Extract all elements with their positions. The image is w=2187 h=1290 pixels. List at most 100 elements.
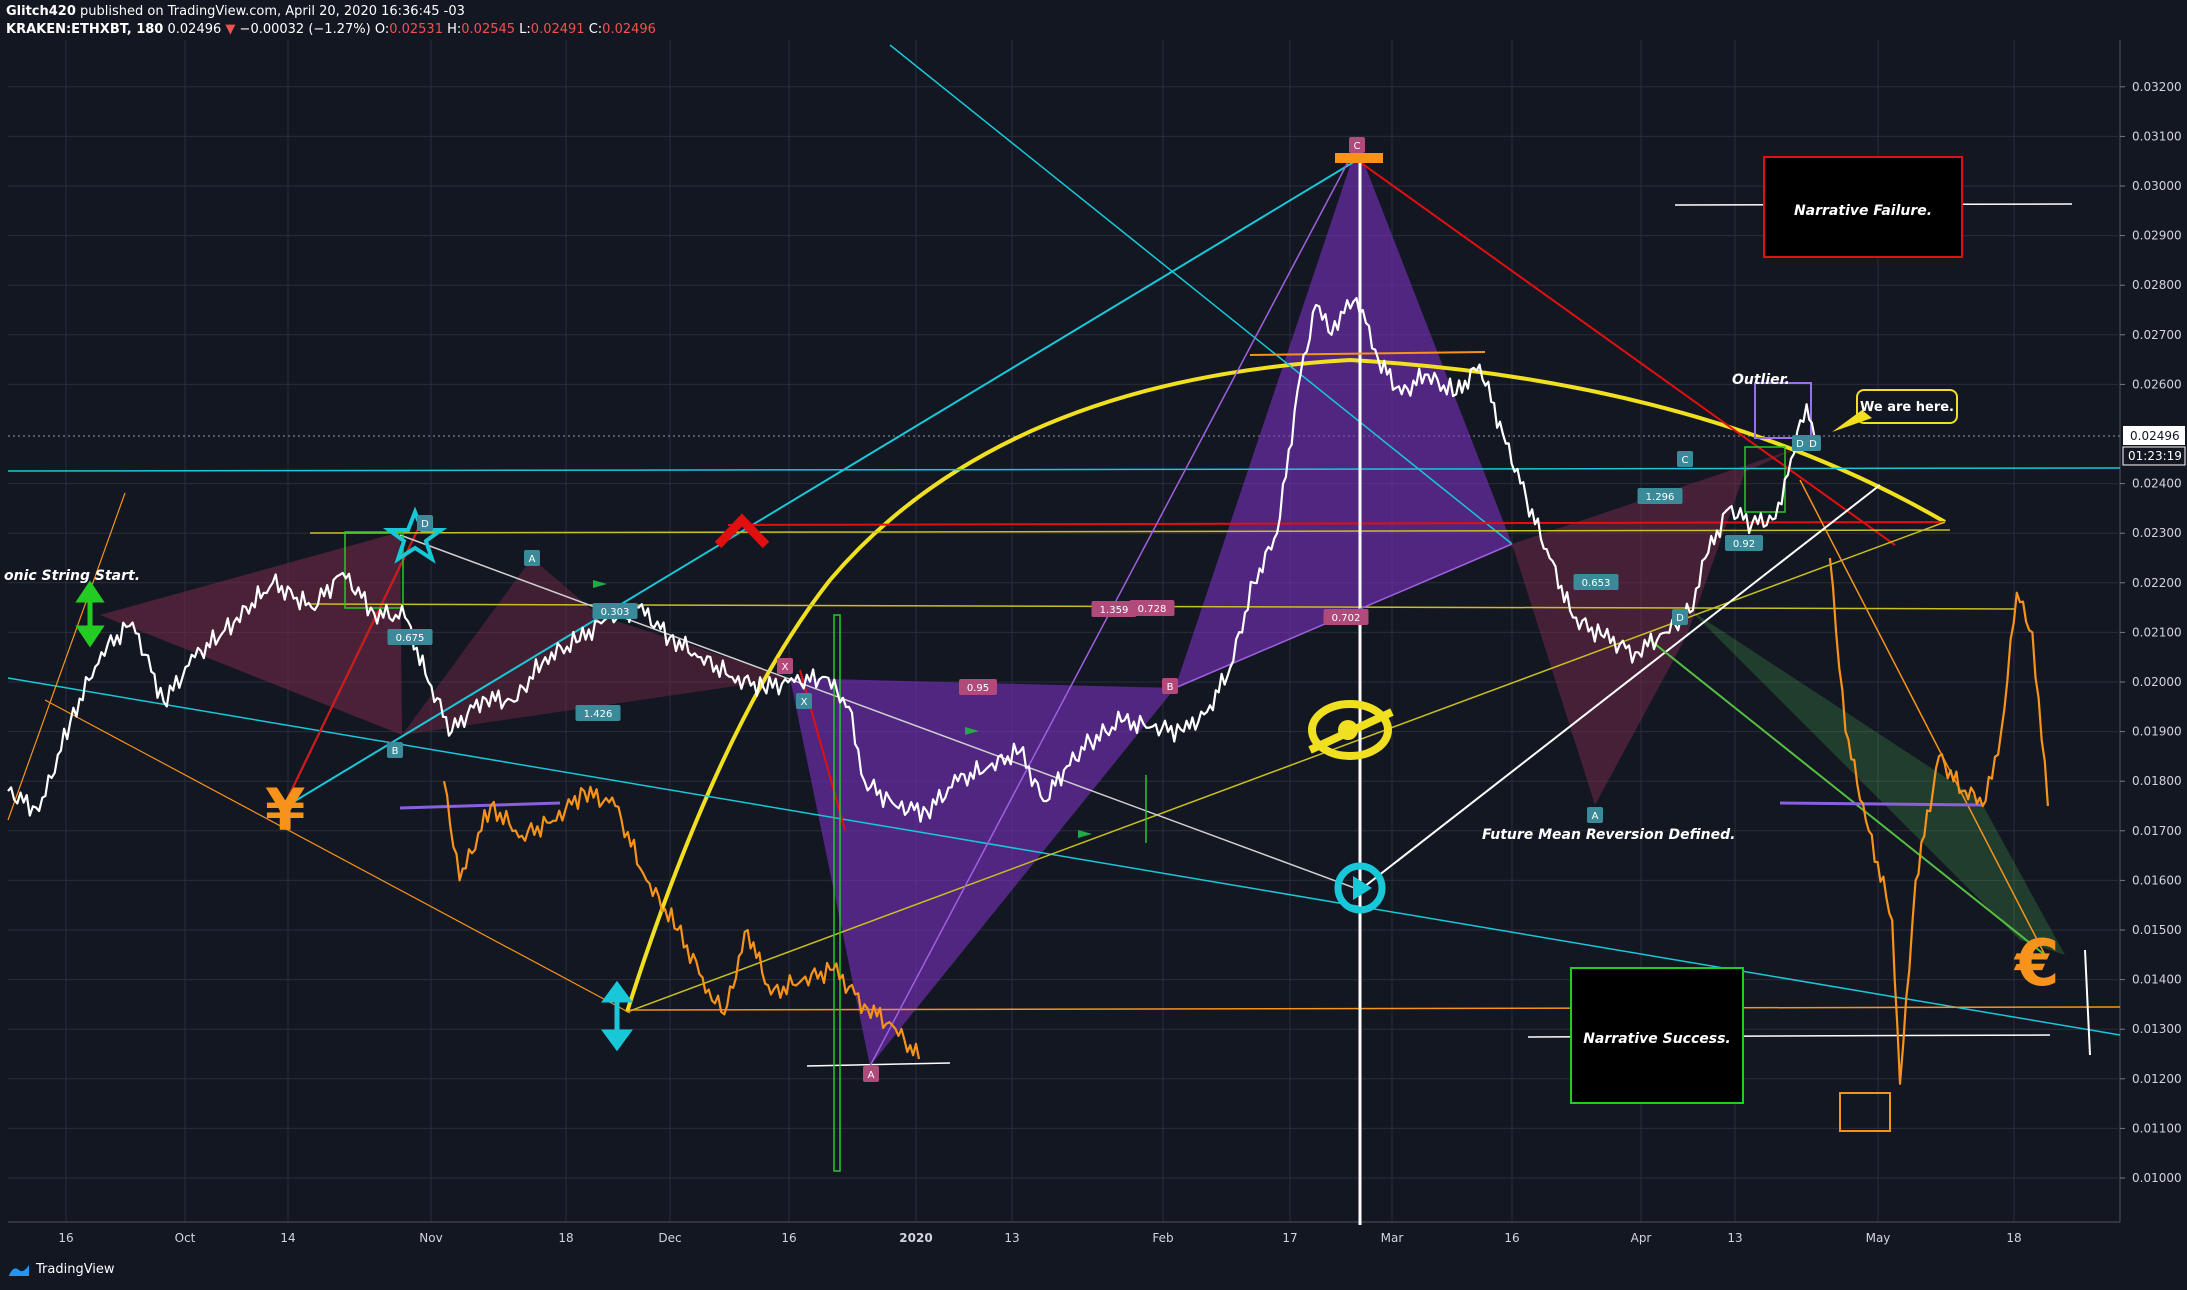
cyan-line	[889, 44, 1513, 545]
narrative-success-box	[1570, 967, 1744, 1104]
time-tick-label: Mar	[1381, 1231, 1404, 1245]
pattern-point-badge	[387, 742, 403, 758]
harmonic-string-start-label: onic String Start.	[4, 568, 140, 584]
ohlc-o-value: 0.02531	[389, 22, 443, 37]
price-tick-label: 0.01600	[2132, 873, 2182, 887]
red-line	[1356, 159, 1896, 546]
pattern-point-label: X	[782, 662, 789, 673]
pattern-point-badge	[1672, 609, 1688, 625]
pattern-point-badge	[524, 550, 540, 566]
countdown-badge	[2122, 446, 2186, 466]
countdown-badge-label: 01:23:19	[2128, 449, 2182, 463]
pattern-point-badge	[1805, 435, 1821, 451]
green-box	[344, 531, 404, 609]
pattern-point-label: C	[1354, 141, 1361, 152]
green-flag-icon	[965, 727, 979, 735]
price-tick-label: 0.01500	[2132, 923, 2182, 937]
pattern-point-badge	[1587, 807, 1603, 823]
last-price-badge-label: 0.02496	[2130, 429, 2180, 443]
pattern-point-badge	[1162, 678, 1178, 694]
harmonic-pattern-fill	[100, 532, 402, 735]
yellow-line	[626, 521, 1946, 1013]
peak-bar	[1335, 153, 1383, 163]
orange-line	[1799, 479, 2046, 956]
symbol-header: KRAKEN:ETHXBT, 180 0.02496 ▼ −0.00032 (−…	[6, 22, 656, 37]
price-tick-label: 0.02200	[2132, 576, 2182, 590]
price-tick-label: 0.01900	[2132, 725, 2182, 739]
we-are-here-callout	[1856, 389, 1958, 424]
orange-line	[7, 492, 126, 821]
ohlc-h-value: 0.02545	[461, 22, 516, 37]
price-change: −0.00032 (−1.27%)	[239, 22, 371, 37]
ratio-label: 0.92	[1733, 539, 1755, 550]
price-tick-label: 0.03000	[2132, 179, 2182, 193]
pattern-point-label: B	[1167, 682, 1174, 693]
price-tick-label: 0.02700	[2132, 328, 2182, 342]
symbol-label[interactable]: KRAKEN:ETHXBT, 180	[6, 22, 164, 37]
ratio-badge	[387, 629, 433, 645]
white-line	[399, 534, 1361, 891]
pattern-point-label: D	[1809, 439, 1817, 450]
pattern-point-label: B	[392, 746, 399, 757]
time-tick-label: 16	[1504, 1231, 1519, 1245]
red-line	[281, 524, 421, 811]
time-tick-label: 13	[1727, 1231, 1742, 1245]
price-tick-label: 0.02300	[2132, 526, 2182, 540]
price-tick-label: 0.03200	[2132, 80, 2182, 94]
orange-line	[44, 699, 631, 1014]
price-tick-label: 0.02000	[2132, 675, 2182, 689]
ratio-badge	[959, 679, 997, 695]
tradingview-footer[interactable]: TradingView	[8, 1262, 115, 1277]
author-name[interactable]: Glitch420	[6, 4, 76, 19]
pattern-point-label: X	[801, 697, 808, 708]
price-tick-label: 0.01700	[2132, 824, 2182, 838]
time-tick-label: 16	[58, 1231, 73, 1245]
chevron-up-icon	[714, 513, 770, 549]
pattern-point-badge	[796, 693, 812, 709]
ratio-badge	[1091, 601, 1137, 617]
pattern-point-badge	[1677, 451, 1693, 467]
price-line-white	[7, 297, 1816, 823]
outlier-label: Outlier.	[1732, 372, 1790, 388]
cyan-line	[7, 467, 2121, 472]
harmonic-pattern-fill	[1175, 145, 1512, 688]
price-tick-label: 0.01100	[2132, 1121, 2182, 1135]
white-line	[1359, 484, 1881, 891]
future-mean-reversion-label: Future Mean Reversion Defined.	[1482, 827, 1735, 843]
down-arrow-icon: ▼	[225, 22, 236, 37]
price-tick-label: 0.01300	[2132, 1022, 2182, 1036]
pattern-point-badge	[777, 658, 793, 674]
last-price-badge	[2123, 425, 2185, 445]
pattern-point-badge	[417, 515, 433, 531]
drawings	[7, 44, 2121, 1225]
time-tick-label: Dec	[658, 1231, 681, 1245]
price-tick-label: 0.01800	[2132, 774, 2182, 788]
pattern-point-label: A	[868, 1070, 875, 1081]
we-are-here-label: We are here.	[1860, 400, 1954, 415]
up-down-arrow-icon	[75, 580, 105, 648]
price-tick-label: 0.03100	[2132, 129, 2182, 143]
pattern-point-badge	[1349, 137, 1365, 153]
ratio-label: 0.653	[1582, 578, 1611, 589]
published-text: published on TradingView.com, April 20, …	[80, 4, 465, 19]
purple-line	[399, 801, 561, 810]
up-down-arrow-icon	[601, 980, 633, 1052]
green-flag-icon	[593, 580, 607, 588]
ratio-label: 0.675	[396, 633, 425, 644]
pattern-point-badge	[1792, 435, 1808, 451]
yellow-arc	[625, 357, 1947, 1013]
eye-icon	[1308, 700, 1394, 760]
ratio-label: 1.359	[1100, 605, 1129, 616]
time-tick-label: 14	[280, 1231, 295, 1245]
price-tick-label: 0.01200	[2132, 1072, 2182, 1086]
purple-box	[1754, 382, 1812, 439]
callout-pointer	[1832, 410, 1872, 432]
time-tick-label: Nov	[419, 1231, 442, 1245]
play-icon	[1334, 862, 1386, 914]
ratio-label: 1.426	[584, 709, 613, 720]
star-icon	[382, 506, 448, 564]
time-axis: 16 Oct 14 Nov 18 Dec 16 2020 13 Feb 17 Mar 16 Apr 13 Ma…	[58, 1231, 2021, 1245]
price-axis: 0.03200 0.03100 0.03000 0.02900 0.02800 0.027…	[2120, 80, 2186, 1185]
time-tick-label: 18	[2006, 1231, 2021, 1245]
